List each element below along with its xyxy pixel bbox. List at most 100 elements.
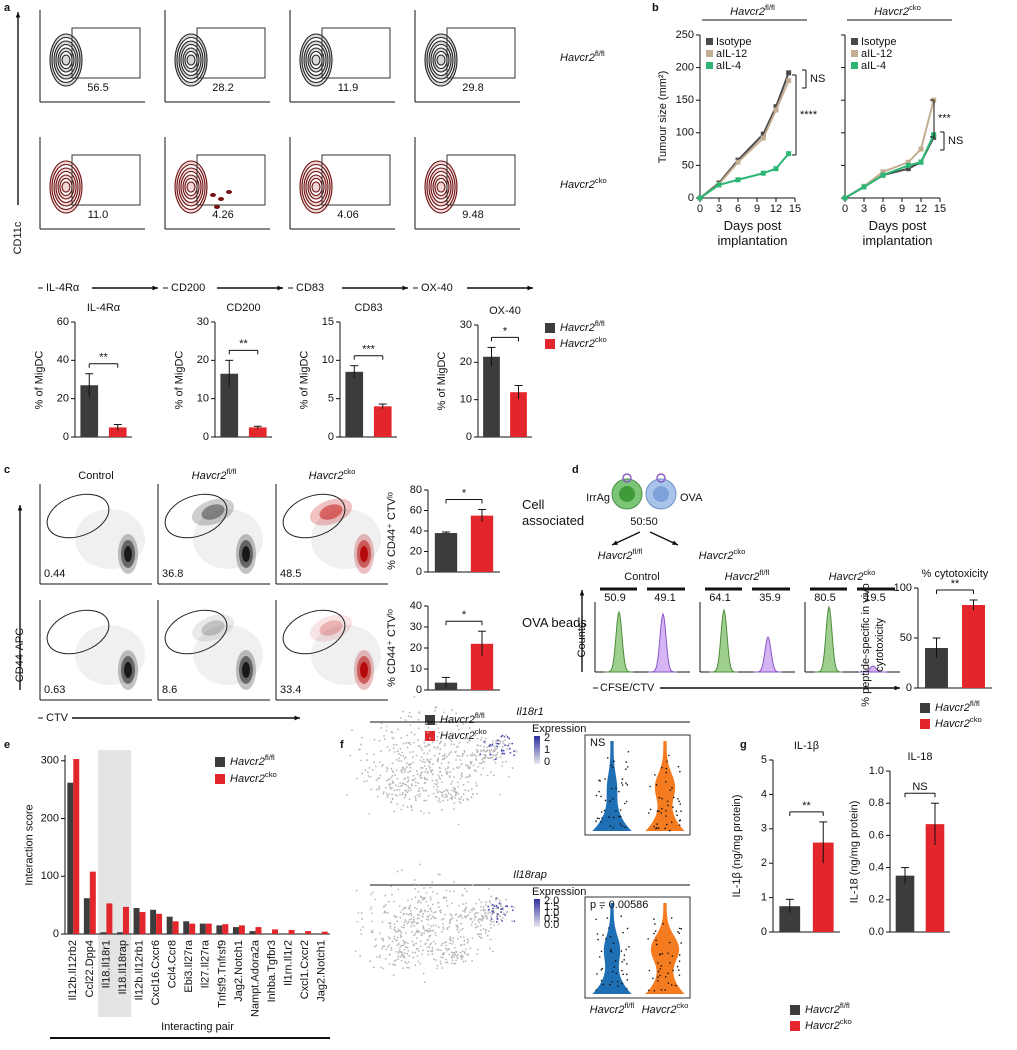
umap-point — [464, 960, 467, 963]
umap-point — [395, 784, 397, 787]
umap-point — [443, 755, 446, 757]
umap-point — [423, 752, 425, 755]
contour — [311, 181, 321, 193]
stat-label: p = 0.00586 — [590, 899, 648, 911]
population — [319, 620, 343, 636]
umap-point — [412, 916, 415, 919]
umap-point — [403, 777, 406, 780]
umap-point — [401, 869, 404, 872]
x-axis-label: Interacting pair — [161, 1021, 234, 1033]
violin-point — [621, 969, 623, 972]
x-tick-label: 15 — [789, 203, 801, 215]
umap-point — [438, 731, 440, 734]
legend-swatch — [920, 719, 930, 729]
umap-point — [383, 945, 386, 947]
x-tick-label: 15 — [934, 203, 946, 215]
violin-point — [625, 782, 627, 784]
significance: *** — [938, 112, 952, 124]
umap-point — [423, 932, 425, 935]
umap-point — [369, 776, 372, 778]
umap-point — [406, 952, 409, 955]
umap-point — [480, 905, 482, 908]
violin-point — [609, 800, 611, 803]
umap-point — [443, 896, 446, 899]
panel-letter: a — [4, 2, 11, 14]
umap-point — [409, 770, 412, 773]
violin-point — [667, 982, 670, 984]
umap-point — [452, 776, 455, 779]
umap-point — [410, 925, 412, 928]
population — [124, 546, 132, 562]
umap-point — [418, 914, 421, 917]
umap-point — [423, 812, 425, 815]
umap-point — [398, 905, 401, 907]
umap-point — [432, 763, 434, 766]
arrow-head — [294, 715, 300, 721]
umap-point — [439, 777, 442, 780]
umap-point — [510, 905, 513, 908]
umap-point — [396, 944, 399, 947]
umap-point — [479, 753, 482, 756]
gate-value: 4.06 — [337, 209, 358, 221]
violin-point — [661, 766, 663, 769]
umap-point — [371, 912, 374, 915]
ratio-label: 50:50 — [630, 516, 658, 528]
umap-point — [392, 743, 395, 746]
umap-point — [402, 755, 405, 757]
gate — [282, 609, 346, 655]
umap-point — [472, 793, 474, 796]
umap-point — [425, 799, 428, 802]
umap-point — [382, 764, 384, 766]
umap-point — [457, 823, 460, 826]
violin-point — [602, 983, 605, 986]
umap-point — [411, 784, 413, 787]
umap-point — [395, 758, 398, 761]
umap-point — [415, 770, 418, 772]
umap-point — [395, 959, 397, 962]
umap-point — [484, 911, 487, 914]
violin-point — [600, 906, 603, 909]
gate — [196, 154, 266, 206]
umap-point — [405, 932, 407, 935]
umap-point — [437, 790, 440, 793]
y-tick-label: 0 — [906, 682, 912, 694]
umap-point — [418, 711, 421, 714]
umap-point — [395, 950, 398, 953]
umap-point — [406, 791, 409, 794]
umap-point — [470, 788, 473, 791]
legend-swatch — [920, 703, 930, 713]
bar — [73, 759, 80, 934]
violin-point — [621, 961, 624, 963]
legend-swatch — [545, 323, 555, 333]
umap-point — [494, 899, 497, 902]
y-tick-label: 2 — [761, 857, 767, 869]
highlight — [98, 750, 132, 1017]
umap-point — [450, 751, 453, 753]
umap-point — [417, 739, 420, 742]
umap-point — [413, 695, 416, 698]
umap-point — [361, 926, 364, 928]
umap-point — [447, 948, 450, 950]
umap-point — [464, 952, 466, 955]
y-axis-label: CD44-APC — [14, 628, 26, 682]
umap-point — [414, 781, 417, 784]
column-title: Control — [78, 470, 113, 482]
umap-point — [346, 794, 348, 796]
umap-point — [508, 747, 511, 750]
umap-point — [392, 747, 395, 750]
umap-point — [504, 914, 506, 916]
umap-point — [441, 755, 444, 757]
umap-point — [399, 956, 402, 959]
umap-point — [452, 940, 455, 943]
significance: NS — [810, 73, 825, 85]
umap-point — [422, 789, 425, 792]
umap-point — [458, 765, 461, 768]
umap-point — [497, 906, 500, 909]
umap-point — [410, 805, 413, 807]
umap-point — [408, 966, 411, 969]
umap-point — [405, 756, 407, 759]
bar — [222, 924, 229, 934]
y-axis-label: Counts — [576, 622, 588, 657]
umap-point — [412, 779, 415, 782]
umap-point — [470, 908, 473, 911]
